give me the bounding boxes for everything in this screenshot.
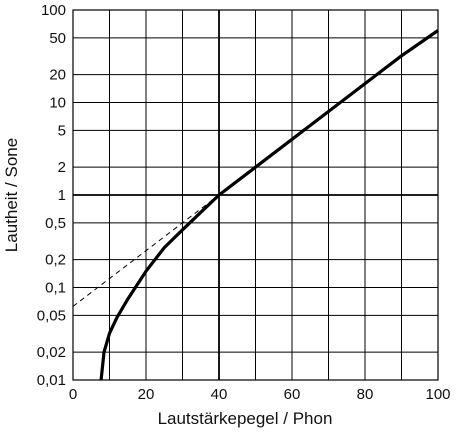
x-tick-label: 80: [357, 386, 374, 403]
loudness-curve: [99, 29, 439, 381]
y-tick-label: 1: [58, 187, 66, 204]
y-tick-label: 5: [58, 122, 66, 139]
y-tick-label: 2: [58, 159, 66, 176]
y-tick-label: 0,5: [45, 215, 66, 232]
y-tick-label: 0,01: [37, 372, 66, 389]
y-tick-label: 0,2: [45, 252, 66, 269]
x-tick-label: 100: [425, 386, 450, 403]
y-tick-label: 20: [49, 67, 66, 84]
y-tick-label: 0,05: [37, 307, 66, 324]
y-tick-label: 100: [41, 2, 66, 19]
y-tick-label: 10: [49, 95, 66, 112]
x-axis-title: Lautstärkepegel / Phon: [158, 409, 333, 428]
y-tick-label: 50: [49, 30, 66, 47]
y-tick-label: 0,02: [37, 344, 66, 361]
x-tick-label: 20: [138, 386, 155, 403]
extrapolation-dashed-line: [72, 194, 220, 307]
plot-frame: [72, 9, 439, 381]
x-tick-label: 60: [284, 386, 301, 403]
curves: [72, 29, 439, 381]
x-tick-label: 40: [211, 386, 228, 403]
y-tick-label: 0,1: [45, 280, 66, 297]
y-axis-title: Lautheit / Sone: [2, 138, 21, 252]
x-tick-label: 0: [69, 386, 77, 403]
grid-lines: [73, 10, 438, 380]
y-tick-labels: 0,01 0,02 0,05 0,1 0,2 0,5 1 2 5 10 20 50 100: [37, 2, 66, 389]
x-tick-labels: 0 20 40 60 80 100: [69, 386, 451, 403]
